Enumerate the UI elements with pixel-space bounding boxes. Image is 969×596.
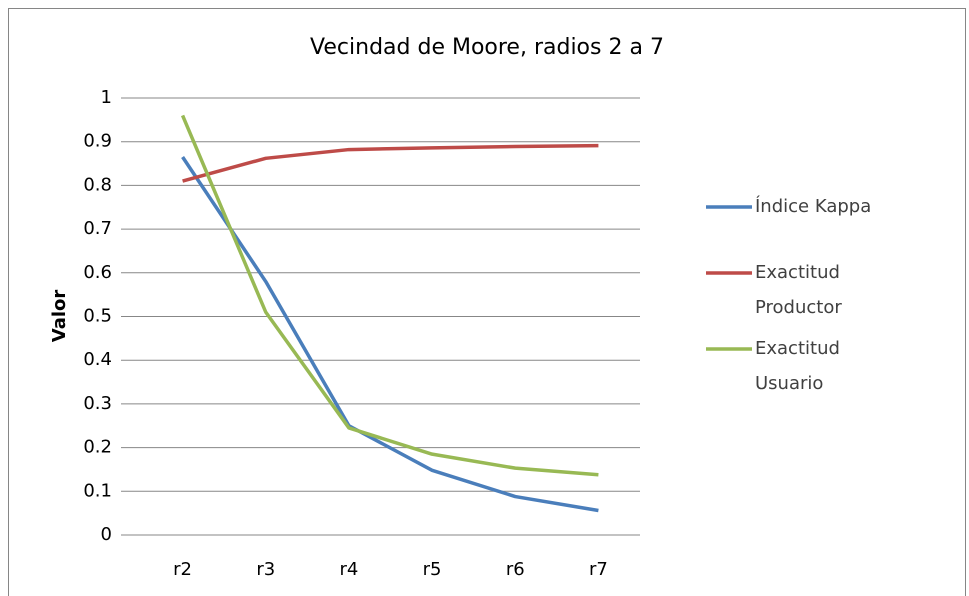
y-tick-label: 0.9 bbox=[83, 131, 112, 152]
series-line bbox=[182, 143, 599, 183]
x-tick-label: r5 bbox=[423, 559, 442, 580]
legend-label: Índice Kappa bbox=[755, 195, 871, 217]
y-tick-label: 0.1 bbox=[83, 480, 112, 501]
chart-frame bbox=[8, 8, 966, 596]
x-tick-label: r6 bbox=[506, 559, 525, 580]
y-axis-label: Valor bbox=[49, 290, 70, 343]
y-tick-label: 0.4 bbox=[83, 349, 112, 370]
x-tick-label: r2 bbox=[173, 559, 192, 580]
series-line bbox=[180, 114, 599, 477]
y-tick-label: 0 bbox=[101, 524, 112, 545]
y-tick-label: 1 bbox=[101, 87, 112, 108]
y-tick-label: 0.3 bbox=[83, 393, 112, 414]
chart-title: Vecindad de Moore, radios 2 a 7 bbox=[310, 35, 664, 60]
y-tick-label: 0.7 bbox=[83, 218, 112, 239]
x-tick-label: r7 bbox=[589, 559, 608, 580]
y-tick-label: 0.8 bbox=[83, 174, 112, 195]
y-tick-label: 0.5 bbox=[83, 306, 112, 327]
x-tick-label: r4 bbox=[339, 559, 358, 580]
legend-label: Exactitud Usuario bbox=[755, 338, 846, 394]
legend-label: Exactitud Productor bbox=[755, 262, 846, 318]
y-tick-label: 0.6 bbox=[83, 262, 112, 283]
y-tick-label: 0.2 bbox=[83, 437, 112, 458]
x-tick-label: r3 bbox=[256, 559, 275, 580]
series-line bbox=[181, 156, 599, 513]
